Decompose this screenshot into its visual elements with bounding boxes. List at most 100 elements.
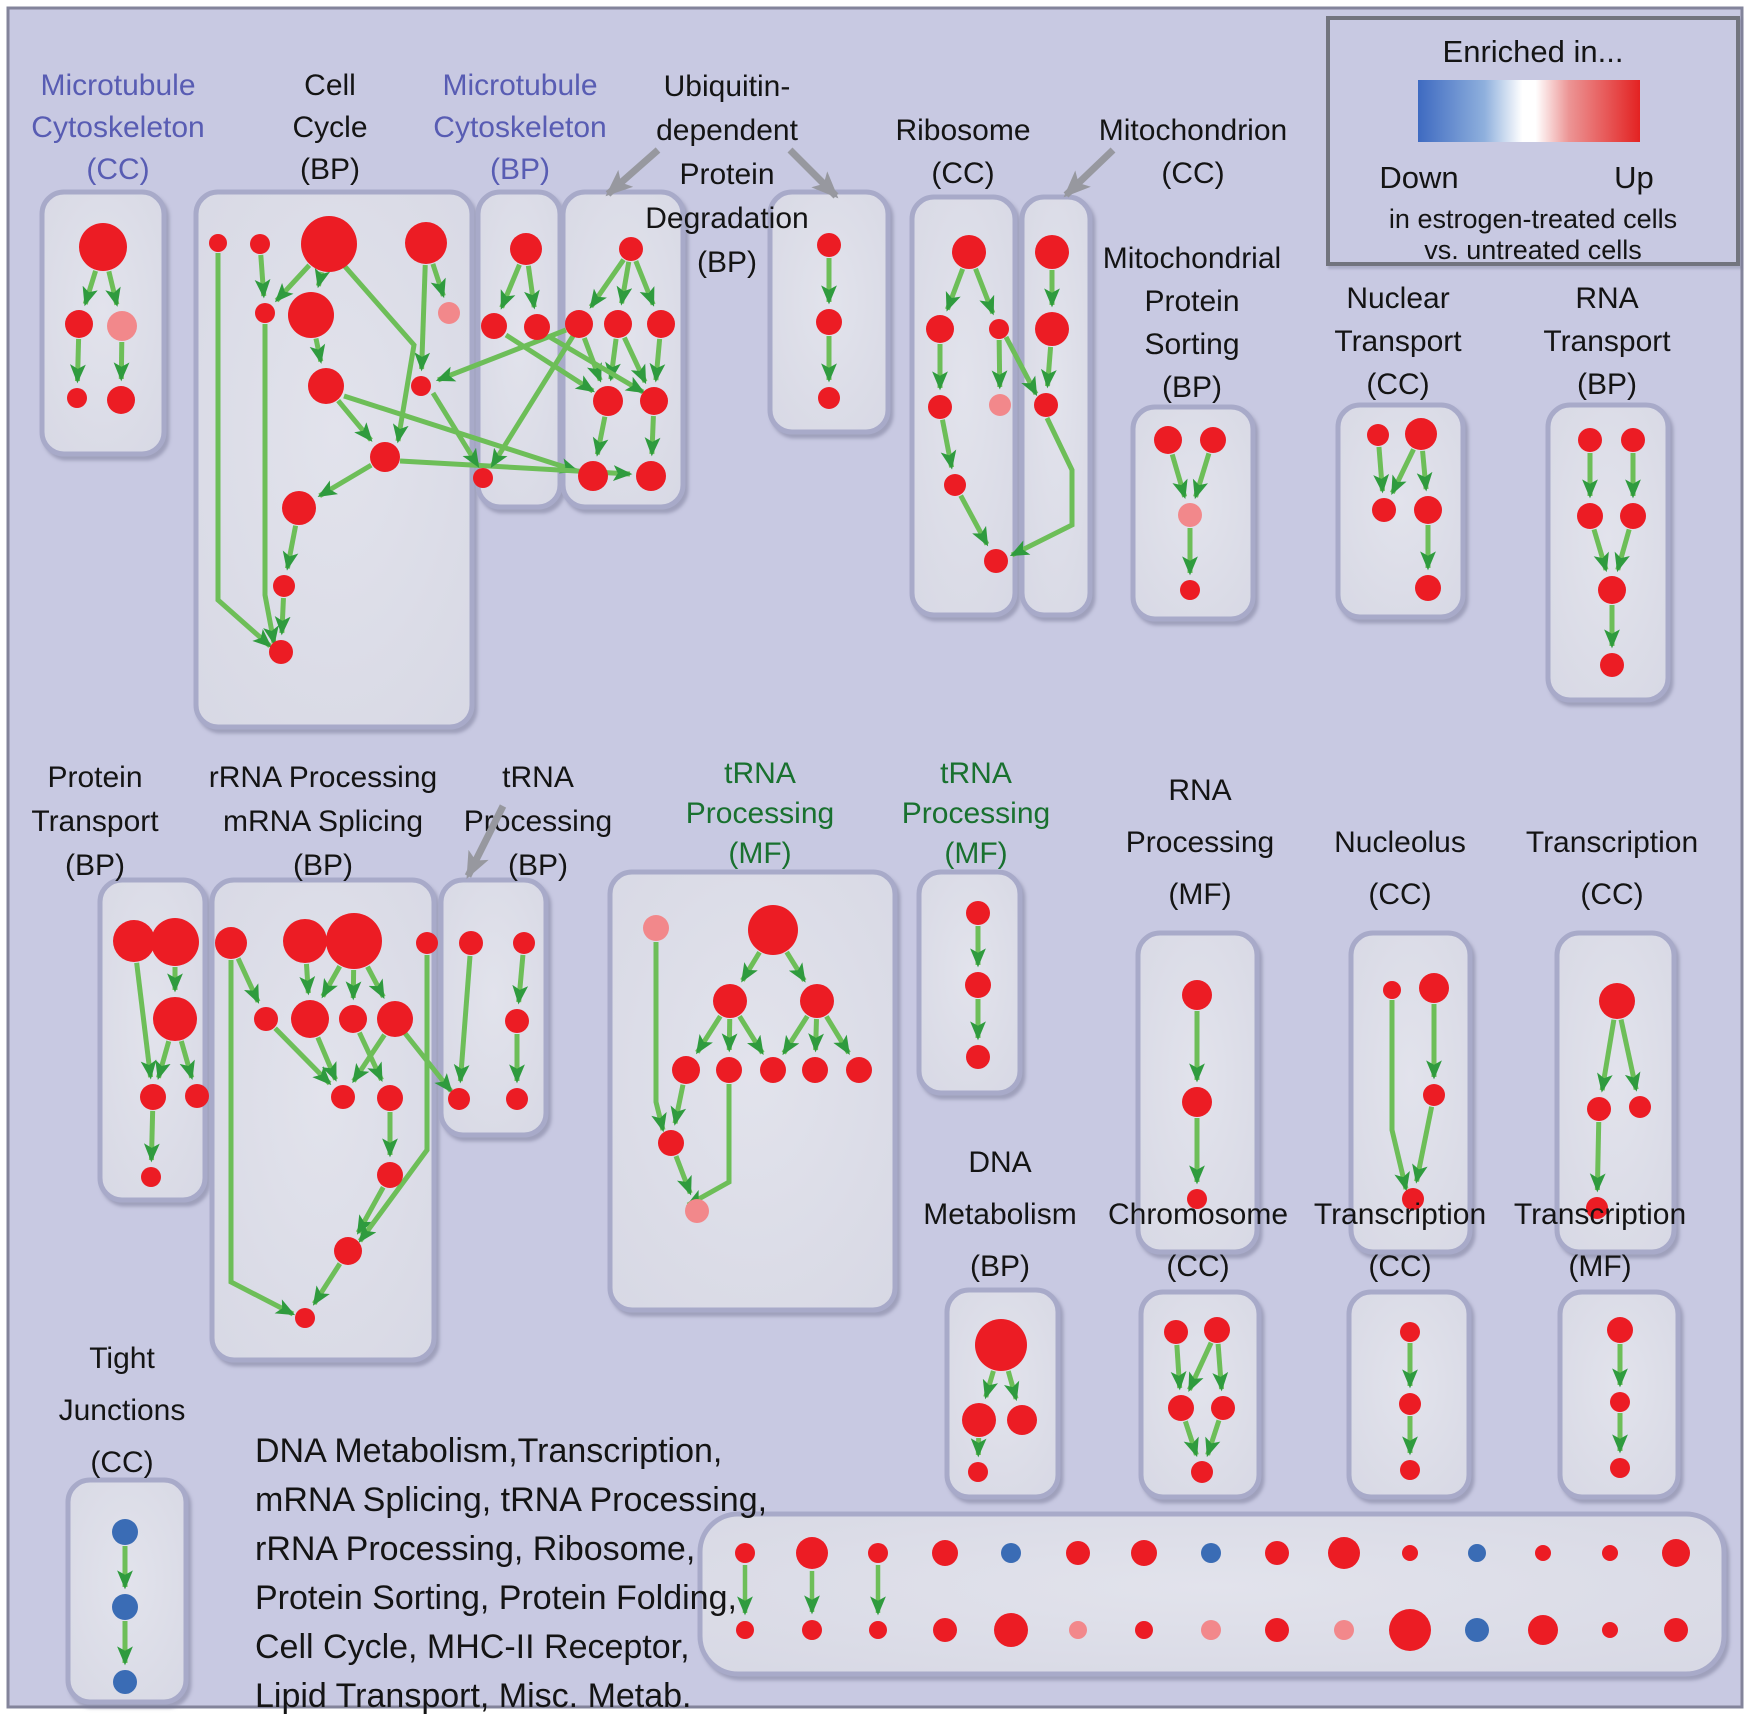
edge-arrow-cross bbox=[1389, 1000, 1410, 1192]
edge-arrow bbox=[82, 270, 98, 307]
edge-arrow bbox=[1187, 1341, 1214, 1392]
go-term-node bbox=[215, 927, 247, 959]
group-box-nucleolus bbox=[1348, 930, 1473, 1255]
go-term-node bbox=[736, 1621, 754, 1639]
group-label-line: (CC) bbox=[86, 153, 149, 186]
go-term-node bbox=[141, 1167, 161, 1187]
edge-arrow-cross bbox=[228, 960, 296, 1317]
group-label-protein-transport: Protein Transport (BP) bbox=[31, 761, 159, 882]
go-term-node bbox=[1001, 1543, 1021, 1563]
label-pointer-arrow bbox=[787, 147, 839, 199]
edge-arrow-cross bbox=[546, 333, 646, 395]
go-term-node bbox=[989, 319, 1009, 339]
go-term-node bbox=[377, 1162, 403, 1188]
group-label-line: Processing bbox=[902, 797, 1050, 830]
edge-arrow bbox=[453, 955, 473, 1084]
go-term-node bbox=[1610, 1458, 1630, 1478]
group-label-line: Protein bbox=[679, 158, 774, 191]
go-term-node bbox=[1400, 1460, 1420, 1480]
go-term-node bbox=[510, 233, 542, 265]
edge-arrow bbox=[309, 337, 326, 364]
edge-arrow bbox=[1373, 446, 1390, 494]
legend-subtitle-line: in estrogen-treated cells bbox=[1389, 204, 1677, 234]
edge-arrow bbox=[113, 341, 130, 382]
group-label-microtubule-bp: Microtubule Cytoskeleton (BP) bbox=[433, 69, 606, 186]
go-term-node bbox=[932, 1540, 958, 1566]
go-term-node bbox=[1334, 1620, 1354, 1640]
group-label-line: Protein bbox=[1144, 285, 1239, 318]
go-term-node bbox=[1066, 1541, 1090, 1565]
edge-arrow bbox=[178, 1040, 195, 1081]
go-term-node bbox=[1187, 1189, 1207, 1209]
go-term-node bbox=[619, 237, 643, 261]
go-term-node bbox=[962, 1403, 996, 1437]
go-term-node bbox=[1415, 575, 1441, 601]
group-label-line: (CC) bbox=[931, 157, 994, 190]
group-label-line: rRNA Processing bbox=[209, 761, 437, 794]
group-label-line: Cell bbox=[304, 69, 356, 102]
edge-arrow-cross bbox=[489, 334, 576, 469]
go-term-node bbox=[1607, 1317, 1633, 1343]
group-label-dna-metabolism: DNA Metabolism (BP) bbox=[923, 1146, 1076, 1283]
group-label-line: Processing bbox=[686, 797, 834, 830]
edge-arrow-cross bbox=[339, 260, 417, 444]
go-term-node bbox=[295, 1308, 315, 1328]
group-label-line: Microtubule bbox=[442, 69, 597, 102]
go-term-node bbox=[1465, 1618, 1489, 1642]
edge-arrow bbox=[808, 1018, 824, 1053]
go-term-node bbox=[411, 376, 431, 396]
group-label-line: Transport bbox=[1334, 325, 1462, 358]
group-label-tight-junctions: Tight Junctions (CC) bbox=[59, 1342, 186, 1479]
go-term-node bbox=[989, 394, 1011, 416]
group-label-line: Transcription bbox=[1514, 1198, 1686, 1231]
go-term-node bbox=[308, 368, 344, 404]
go-term-node bbox=[1201, 1543, 1221, 1563]
go-term-node bbox=[816, 309, 842, 335]
go-term-node bbox=[968, 1462, 988, 1482]
edge-arrow-cross bbox=[685, 1084, 732, 1208]
edge-arrow-cross bbox=[1003, 335, 1039, 397]
go-term-node bbox=[1400, 1322, 1420, 1342]
edge-arrow bbox=[282, 525, 299, 571]
go-term-node bbox=[1598, 576, 1626, 604]
go-term-node bbox=[1662, 1539, 1690, 1567]
go-term-node bbox=[1620, 503, 1646, 529]
group-label-line: Chromosome bbox=[1108, 1198, 1288, 1231]
go-term-node bbox=[636, 461, 666, 491]
edge-arrow bbox=[588, 258, 626, 309]
go-term-node bbox=[1602, 1545, 1618, 1561]
group-label-rrna-processing-mrna-splicing: rRNA Processing mRNA Splicing (BP) bbox=[209, 761, 437, 882]
go-term-node bbox=[640, 387, 668, 415]
legend-up-label: Up bbox=[1614, 160, 1654, 195]
edge-arrow bbox=[649, 338, 666, 383]
group-label-line: Mitochondrial bbox=[1103, 242, 1281, 275]
edge-arrow bbox=[945, 267, 965, 312]
edge-arrow-cross bbox=[430, 391, 481, 469]
go-term-node bbox=[1191, 1461, 1213, 1483]
group-label-mitochondrion: Mitochondrion (CC) bbox=[1099, 114, 1287, 190]
edge-arrow bbox=[824, 1015, 851, 1055]
group-box-microtubule-cc bbox=[39, 189, 167, 457]
group-label-line: (BP) bbox=[697, 246, 757, 279]
go-term-node bbox=[1367, 424, 1389, 446]
go-term-node bbox=[604, 310, 632, 338]
go-term-node bbox=[113, 920, 155, 962]
go-term-node bbox=[1535, 1545, 1551, 1561]
edge-arrow-cross bbox=[215, 253, 272, 648]
go-term-node bbox=[748, 905, 798, 955]
group-label-line: (BP) bbox=[508, 849, 568, 882]
go-term-node bbox=[1182, 1087, 1212, 1117]
group-label-line: Microtubule bbox=[40, 69, 195, 102]
edge-arrow bbox=[695, 1014, 723, 1055]
go-term-node bbox=[658, 1130, 684, 1156]
go-term-node bbox=[1035, 312, 1069, 346]
edge-arrow bbox=[673, 1155, 693, 1196]
go-term-node bbox=[1007, 1405, 1037, 1435]
edges-layer bbox=[69, 253, 1641, 1666]
edge-arrow bbox=[1003, 1370, 1020, 1402]
go-term-node bbox=[796, 1537, 828, 1569]
group-box-mixed-terms bbox=[697, 1511, 1727, 1677]
group-label-microtubule-cc: Microtubule Cytoskeleton (CC) bbox=[31, 69, 204, 186]
group-box-cell-cycle bbox=[193, 189, 475, 730]
group-box-ubiquitin-degradation bbox=[560, 189, 686, 510]
